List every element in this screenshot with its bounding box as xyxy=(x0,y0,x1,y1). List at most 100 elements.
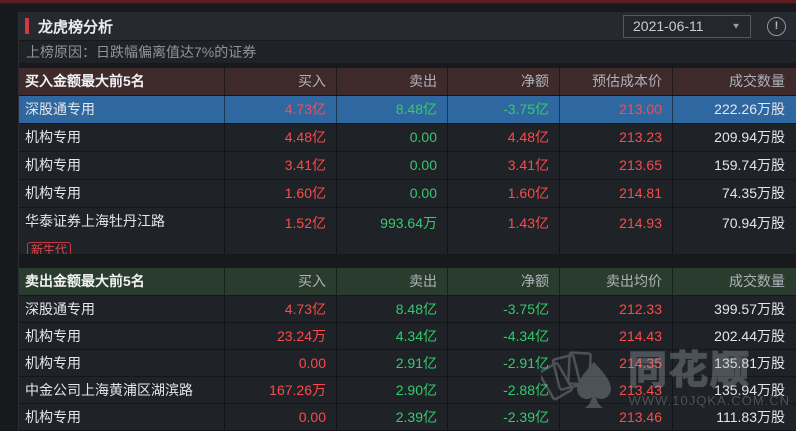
value-cell: 1.60亿 xyxy=(225,180,337,207)
table-title: 卖出金额最大前5名 xyxy=(19,268,225,295)
value-cell: 8.48亿 xyxy=(337,96,448,123)
seat-name-cell: 机构专用 xyxy=(19,404,225,430)
column-header: 成交数量 xyxy=(729,73,785,89)
value-cell: 2.91亿 xyxy=(337,350,448,376)
chevron-down-icon: ▼ xyxy=(731,21,741,31)
seat-name: 深股通专用 xyxy=(25,301,95,317)
value-cell: 213.65 xyxy=(560,152,673,179)
date-selector[interactable]: 2021-06-11 ▼ xyxy=(623,14,751,38)
value-cell: 0.00 xyxy=(337,180,448,207)
value-cell: 1.60亿 xyxy=(448,180,560,207)
value-cell: 214.81 xyxy=(560,180,673,207)
table-row[interactable]: 深股通专用 4.73亿 8.48亿 -3.75亿 213.00 222.26万股 xyxy=(19,96,796,124)
column-header: 净额 xyxy=(448,268,560,295)
seat-badge: 新生代 xyxy=(27,242,72,254)
seat-name: 机构专用 xyxy=(25,157,81,173)
seat-name-cell: 机构专用 xyxy=(19,124,225,151)
seat-name: 机构专用 xyxy=(25,129,81,145)
value-cell: 213.00 xyxy=(560,96,673,123)
value-cell: 4.48亿 xyxy=(225,124,337,151)
table-row[interactable]: 深股通专用 4.73亿 8.48亿 -3.75亿 212.33 399.57万股 xyxy=(19,296,796,323)
value-cell: 213.23 xyxy=(560,124,673,151)
value-cell: 135.94万股 xyxy=(714,382,785,398)
seat-name-cell: 机构专用 xyxy=(19,323,225,349)
value-cell: 3.41亿 xyxy=(448,152,560,179)
buy-table: 买入金额最大前5名 买入 卖出 净额 预估成本价 成交数量 深股通专用 4.73亿 8.48亿 -… xyxy=(19,68,796,255)
value-cell: 209.94万股 xyxy=(714,129,785,145)
table-header-row: 卖出金额最大前5名 买入 卖出 净额 卖出均价 成交数量 xyxy=(19,268,796,296)
sell-table: 卖出金额最大前5名 买入 卖出 净额 卖出均价 成交数量深股通专用 4.73亿 8.48亿 -3… xyxy=(19,268,796,431)
value-cell: 993.64万 xyxy=(337,208,448,254)
seat-name: 中金公司上海黄浦区湖滨路 xyxy=(25,382,193,398)
date-value: 2021-06-11 xyxy=(633,18,704,34)
column-header: 成交数量 xyxy=(729,273,785,289)
table-row[interactable]: 机构专用 0.00 2.91亿 -2.91亿 214.35 135.81万股 xyxy=(19,350,796,377)
table-row[interactable]: 机构专用 1.60亿 0.00 1.60亿 214.81 74.35万股 xyxy=(19,180,796,208)
value-cell: 74.35万股 xyxy=(721,185,785,201)
value-cell: 2.39亿 xyxy=(337,404,448,430)
value-cell: 167.26万 xyxy=(225,377,337,403)
value-cell: 0.00 xyxy=(225,350,337,376)
column-header: 预估成本价 xyxy=(560,68,673,95)
value-cell: 0.00 xyxy=(337,124,448,151)
value-cell: 4.48亿 xyxy=(448,124,560,151)
value-cell: 4.34亿 xyxy=(337,323,448,349)
list-reason-text: 上榜原因：日跌幅偏离值达7%的证券 xyxy=(19,40,796,63)
table-row[interactable]: 华泰证券上海牡丹江路 新生代 1.52亿 993.64万 1.43亿 214.93 70.9… xyxy=(19,208,796,255)
value-cell: 0.00 xyxy=(225,404,337,430)
dragon-tiger-panel: 龙虎榜分析 2021-06-11 ▼ ! 上榜原因：日跌幅偏离值达7%的证券 买… xyxy=(18,12,796,431)
value-cell: 214.35 xyxy=(560,350,673,376)
table-header-row: 买入金额最大前5名 买入 卖出 净额 预估成本价 成交数量 xyxy=(19,68,796,96)
table-title: 买入金额最大前5名 xyxy=(19,68,225,95)
page-title: 龙虎榜分析 xyxy=(38,18,114,36)
column-header: 卖出均价 xyxy=(560,268,673,295)
section-gap xyxy=(19,255,796,268)
seat-name: 机构专用 xyxy=(25,328,81,344)
table-row[interactable]: 中金公司上海黄浦区湖滨路 167.26万 2.90亿 -2.88亿 213.43 135.… xyxy=(19,377,796,404)
seat-name-cell: 机构专用 xyxy=(19,180,225,207)
seat-name: 机构专用 xyxy=(25,185,81,201)
value-cell: 1.52亿 xyxy=(225,208,337,254)
value-cell: -2.39亿 xyxy=(448,404,560,430)
seat-name-cell: 机构专用 xyxy=(19,152,225,179)
value-cell: 135.81万股 xyxy=(714,355,785,371)
seat-name: 华泰证券上海牡丹江路 xyxy=(25,213,165,229)
value-cell: 70.94万股 xyxy=(721,215,785,231)
seat-name: 深股通专用 xyxy=(25,101,95,117)
value-cell: -2.88亿 xyxy=(448,377,560,403)
value-cell: 213.43 xyxy=(560,377,673,403)
column-header: 卖出 xyxy=(337,268,448,295)
column-header: 卖出 xyxy=(337,68,448,95)
value-cell: 4.73亿 xyxy=(225,296,337,322)
value-cell: 212.33 xyxy=(560,296,673,322)
seat-name-cell: 深股通专用 xyxy=(19,296,225,322)
value-cell: 202.44万股 xyxy=(714,328,785,344)
value-cell: 222.26万股 xyxy=(714,101,785,117)
value-cell: 1.43亿 xyxy=(448,208,560,254)
value-cell: 8.48亿 xyxy=(337,296,448,322)
table-row[interactable]: 机构专用 3.41亿 0.00 3.41亿 213.65 159.74万股 xyxy=(19,152,796,180)
value-cell: 159.74万股 xyxy=(714,157,785,173)
column-header: 净额 xyxy=(448,68,560,95)
seat-name: 机构专用 xyxy=(25,355,81,371)
top-red-strip xyxy=(0,0,796,4)
value-cell: 213.46 xyxy=(560,404,673,430)
column-header: 买入 xyxy=(225,268,337,295)
seat-name-cell: 华泰证券上海牡丹江路新生代 xyxy=(19,208,225,254)
value-cell: 4.73亿 xyxy=(225,96,337,123)
title-accent-bar xyxy=(25,18,29,34)
table-row[interactable]: 机构专用 23.24万 4.34亿 -4.34亿 214.43 202.44万股 xyxy=(19,323,796,350)
seat-name-cell: 中金公司上海黄浦区湖滨路 xyxy=(19,377,225,403)
table-row[interactable]: 机构专用 0.00 2.39亿 -2.39亿 213.46 111.83万股 xyxy=(19,404,796,431)
value-cell: 214.43 xyxy=(560,323,673,349)
seat-name: 机构专用 xyxy=(25,409,81,425)
info-icon[interactable]: ! xyxy=(767,16,786,36)
value-cell: 399.57万股 xyxy=(714,301,785,317)
value-cell: 111.83万股 xyxy=(716,409,785,425)
value-cell: -3.75亿 xyxy=(448,296,560,322)
panel-header: 龙虎榜分析 2021-06-11 ▼ ! xyxy=(19,12,796,40)
value-cell: 214.93 xyxy=(560,208,673,254)
value-cell: -4.34亿 xyxy=(448,323,560,349)
value-cell: 3.41亿 xyxy=(225,152,337,179)
table-row[interactable]: 机构专用 4.48亿 0.00 4.48亿 213.23 209.94万股 xyxy=(19,124,796,152)
